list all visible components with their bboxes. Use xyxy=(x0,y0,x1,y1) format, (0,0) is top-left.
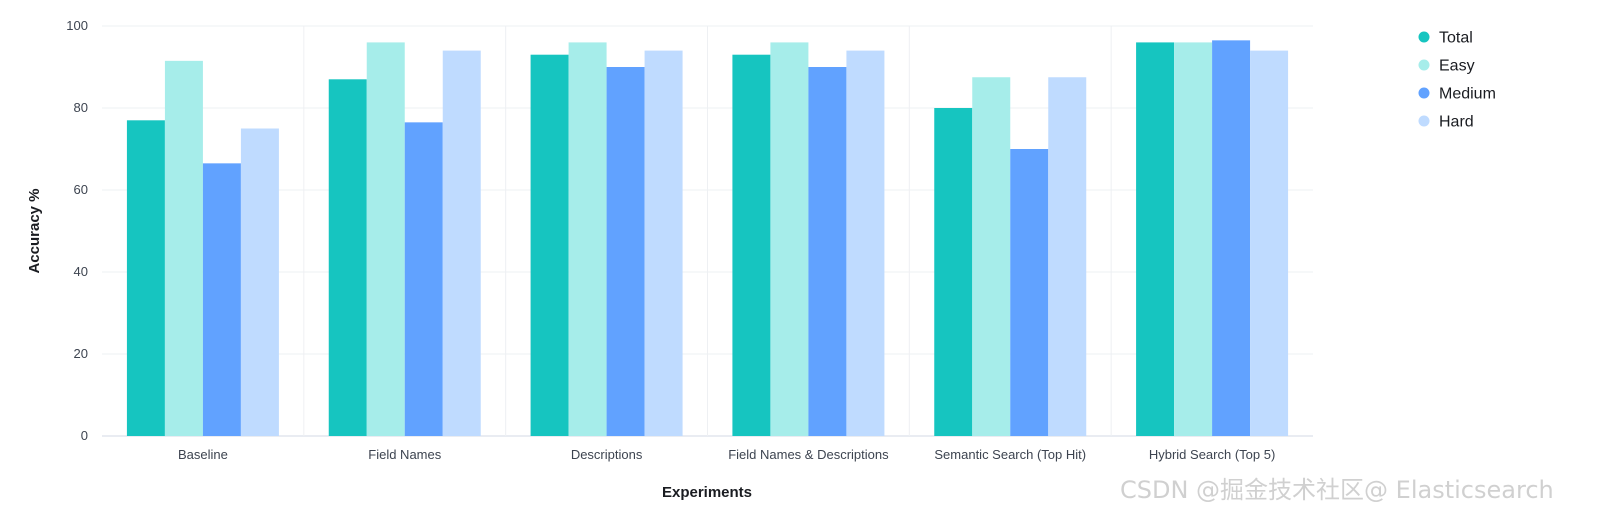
bar-easy-3 xyxy=(770,42,809,437)
legend-label-medium: Medium xyxy=(1439,86,1496,103)
legend-label-total: Total xyxy=(1439,30,1473,47)
y-tick-label: 20 xyxy=(74,346,88,361)
y-tick-label: 80 xyxy=(74,100,88,115)
grid-lines xyxy=(102,25,1313,437)
bar-total-4 xyxy=(934,108,973,436)
legend-label-hard: Hard xyxy=(1439,114,1474,131)
bar-total-0 xyxy=(126,120,165,437)
bar-medium-0 xyxy=(202,163,241,436)
bars xyxy=(126,40,1289,437)
bar-total-5 xyxy=(1136,42,1175,437)
y-axis-title: Accuracy % xyxy=(26,188,43,273)
bar-easy-4 xyxy=(972,77,1011,436)
x-tick-label: Field Names & Descriptions xyxy=(728,447,889,462)
x-tick-label: Descriptions xyxy=(571,447,643,462)
x-axis-title: Experiments xyxy=(662,484,752,501)
bar-easy-0 xyxy=(164,60,203,436)
x-tick-label: Field Names xyxy=(368,447,441,462)
y-tick-label: 100 xyxy=(66,18,88,33)
x-axis-ticks: Baseline Field Names Descriptions Field Nam… xyxy=(178,447,1275,462)
bar-total-1 xyxy=(328,79,367,437)
legend-label-easy: Easy xyxy=(1439,58,1475,75)
bar-total-2 xyxy=(530,54,569,436)
legend-swatch-total xyxy=(1418,31,1430,43)
bar-easy-5 xyxy=(1174,42,1213,437)
bar-easy-2 xyxy=(568,42,607,437)
bar-hard-4 xyxy=(1048,77,1087,436)
watermark: CSDN @掘金技术社区@ Elasticsearch xyxy=(1120,476,1554,504)
y-axis-ticks: 0 20 40 60 80 100 xyxy=(66,18,88,443)
legend: Total Easy Medium Hard xyxy=(1418,30,1496,131)
bar-hard-2 xyxy=(644,50,683,436)
bar-hard-5 xyxy=(1250,50,1289,436)
legend-swatch-easy xyxy=(1418,59,1430,71)
bar-hard-0 xyxy=(240,128,279,436)
x-tick-label: Baseline xyxy=(178,447,228,462)
bar-total-3 xyxy=(732,54,771,436)
y-tick-label: 40 xyxy=(74,264,88,279)
y-tick-label: 60 xyxy=(74,182,88,197)
bar-hard-1 xyxy=(442,50,481,436)
legend-swatch-hard xyxy=(1418,115,1430,127)
bar-easy-1 xyxy=(366,42,405,437)
legend-swatch-medium xyxy=(1418,87,1430,99)
bar-hard-3 xyxy=(846,50,885,436)
bar-medium-3 xyxy=(808,67,847,436)
x-tick-label: Hybrid Search (Top 5) xyxy=(1149,447,1275,462)
bar-medium-1 xyxy=(404,122,443,436)
x-tick-label: Semantic Search (Top Hit) xyxy=(934,447,1086,462)
bar-medium-4 xyxy=(1010,149,1049,436)
y-tick-label: 0 xyxy=(81,428,88,443)
bar-medium-2 xyxy=(606,67,645,436)
bar-medium-5 xyxy=(1212,40,1251,436)
